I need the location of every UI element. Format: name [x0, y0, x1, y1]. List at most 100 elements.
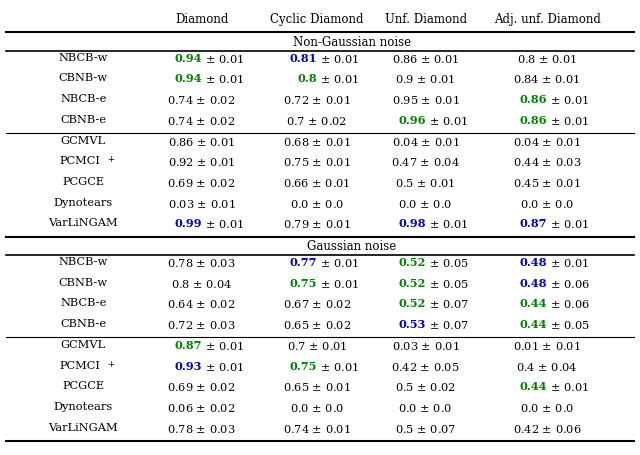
Text: 0.5 $\pm$ 0.02: 0.5 $\pm$ 0.02 — [395, 381, 456, 393]
Text: 0.0 $\pm$ 0.0: 0.0 $\pm$ 0.0 — [520, 402, 574, 414]
Text: 0.78 $\pm$ 0.03: 0.78 $\pm$ 0.03 — [167, 257, 236, 269]
Text: $\pm$ 0.01: $\pm$ 0.01 — [426, 218, 468, 230]
Text: 0.7 $\pm$ 0.01: 0.7 $\pm$ 0.01 — [287, 340, 347, 352]
Text: 0.75: 0.75 — [289, 278, 317, 289]
Text: 0.86: 0.86 — [520, 115, 547, 126]
Text: 0.93: 0.93 — [174, 361, 202, 372]
Text: 0.04 $\pm$ 0.01: 0.04 $\pm$ 0.01 — [392, 136, 460, 147]
Text: 0.45 $\pm$ 0.01: 0.45 $\pm$ 0.01 — [513, 177, 581, 189]
Text: $\pm$ 0.01: $\pm$ 0.01 — [317, 74, 359, 86]
Text: PCGCE: PCGCE — [62, 381, 104, 391]
Text: CBNB-e: CBNB-e — [60, 319, 106, 329]
Text: Cyclic Diamond: Cyclic Diamond — [270, 13, 364, 26]
Text: 0.44: 0.44 — [520, 298, 547, 309]
Text: 0.96: 0.96 — [398, 115, 426, 126]
Text: $\pm$ 0.01: $\pm$ 0.01 — [202, 53, 244, 65]
Text: 0.95 $\pm$ 0.01: 0.95 $\pm$ 0.01 — [392, 94, 460, 106]
Text: $\pm$ 0.01: $\pm$ 0.01 — [547, 94, 589, 106]
Text: NBCB-e: NBCB-e — [60, 94, 106, 104]
Text: 0.8 $\pm$ 0.01: 0.8 $\pm$ 0.01 — [517, 53, 577, 65]
Text: 0.04 $\pm$ 0.01: 0.04 $\pm$ 0.01 — [513, 136, 581, 147]
Text: 0.87: 0.87 — [174, 340, 202, 351]
Text: Diamond: Diamond — [175, 13, 228, 26]
Text: 0.9 $\pm$ 0.01: 0.9 $\pm$ 0.01 — [396, 74, 456, 86]
Text: 0.74 $\pm$ 0.01: 0.74 $\pm$ 0.01 — [283, 423, 351, 435]
Text: 0.44 $\pm$ 0.03: 0.44 $\pm$ 0.03 — [513, 157, 582, 168]
Text: 0.5 $\pm$ 0.07: 0.5 $\pm$ 0.07 — [395, 423, 456, 435]
Text: VarLiNGAM: VarLiNGAM — [49, 423, 118, 433]
Text: 0.48: 0.48 — [520, 278, 547, 289]
Text: 0.72 $\pm$ 0.03: 0.72 $\pm$ 0.03 — [167, 319, 236, 331]
Text: NBCB-w: NBCB-w — [58, 53, 108, 63]
Text: $\pm$ 0.06: $\pm$ 0.06 — [547, 278, 591, 290]
Text: 0.42 $\pm$ 0.05: 0.42 $\pm$ 0.05 — [391, 361, 460, 373]
Text: Unf. Diamond: Unf. Diamond — [385, 13, 467, 26]
Text: 0.52: 0.52 — [398, 257, 426, 268]
Text: 0.03 $\pm$ 0.01: 0.03 $\pm$ 0.01 — [168, 198, 236, 210]
Text: 0.8: 0.8 — [297, 74, 317, 85]
Text: 0.06 $\pm$ 0.02: 0.06 $\pm$ 0.02 — [168, 402, 236, 414]
Text: Adj. unf. Diamond: Adj. unf. Diamond — [494, 13, 600, 26]
Text: 0.42 $\pm$ 0.06: 0.42 $\pm$ 0.06 — [513, 423, 582, 435]
Text: CBNB-w: CBNB-w — [59, 278, 108, 288]
Text: 0.8 $\pm$ 0.04: 0.8 $\pm$ 0.04 — [171, 278, 232, 290]
Text: 0.78 $\pm$ 0.03: 0.78 $\pm$ 0.03 — [167, 423, 236, 435]
Text: 0.81: 0.81 — [289, 53, 317, 64]
Text: NBCB-e: NBCB-e — [60, 298, 106, 308]
Text: PCMCI: PCMCI — [60, 361, 100, 371]
Text: 0.66 $\pm$ 0.01: 0.66 $\pm$ 0.01 — [283, 177, 351, 189]
Text: 0.53: 0.53 — [398, 319, 426, 330]
Text: 0.75 $\pm$ 0.01: 0.75 $\pm$ 0.01 — [283, 157, 351, 168]
Text: 0.87: 0.87 — [520, 218, 547, 229]
Text: CBNB-w: CBNB-w — [59, 74, 108, 83]
Text: $\pm$ 0.01: $\pm$ 0.01 — [317, 257, 359, 269]
Text: 0.0 $\pm$ 0.0: 0.0 $\pm$ 0.0 — [290, 402, 344, 414]
Text: 0.75: 0.75 — [289, 361, 317, 372]
Text: VarLiNGAM: VarLiNGAM — [49, 218, 118, 228]
Text: NBCB-w: NBCB-w — [58, 257, 108, 267]
Text: 0.64 $\pm$ 0.02: 0.64 $\pm$ 0.02 — [168, 298, 236, 310]
Text: Dynotears: Dynotears — [54, 198, 113, 207]
Text: 0.86 $\pm$ 0.01: 0.86 $\pm$ 0.01 — [392, 53, 460, 65]
Text: $\pm$ 0.01: $\pm$ 0.01 — [547, 218, 589, 230]
Text: 0.92 $\pm$ 0.01: 0.92 $\pm$ 0.01 — [168, 157, 236, 168]
Text: Dynotears: Dynotears — [54, 402, 113, 412]
Text: 0.94: 0.94 — [174, 53, 202, 64]
Text: 0.47 $\pm$ 0.04: 0.47 $\pm$ 0.04 — [391, 157, 460, 168]
Text: 0.0 $\pm$ 0.0: 0.0 $\pm$ 0.0 — [399, 402, 452, 414]
Text: $\pm$ 0.01: $\pm$ 0.01 — [317, 278, 359, 290]
Text: 0.65 $\pm$ 0.02: 0.65 $\pm$ 0.02 — [283, 319, 351, 331]
Text: 0.01 $\pm$ 0.01: 0.01 $\pm$ 0.01 — [513, 340, 581, 352]
Text: 0.72 $\pm$ 0.01: 0.72 $\pm$ 0.01 — [283, 94, 351, 106]
Text: Non-Gaussian noise: Non-Gaussian noise — [293, 36, 411, 49]
Text: 0.99: 0.99 — [174, 218, 202, 229]
Text: 0.94: 0.94 — [174, 74, 202, 85]
Text: +: + — [108, 360, 115, 369]
Text: 0.65 $\pm$ 0.01: 0.65 $\pm$ 0.01 — [283, 381, 351, 393]
Text: $\pm$ 0.01: $\pm$ 0.01 — [426, 115, 468, 127]
Text: PCMCI: PCMCI — [60, 157, 100, 166]
Text: $\pm$ 0.01: $\pm$ 0.01 — [202, 340, 244, 352]
Text: $\pm$ 0.07: $\pm$ 0.07 — [426, 298, 469, 310]
Text: CBNB-e: CBNB-e — [60, 115, 106, 125]
Text: $\pm$ 0.07: $\pm$ 0.07 — [426, 319, 469, 331]
Text: 0.69 $\pm$ 0.02: 0.69 $\pm$ 0.02 — [168, 381, 236, 393]
Text: 0.98: 0.98 — [398, 218, 426, 229]
Text: $\pm$ 0.01: $\pm$ 0.01 — [547, 115, 589, 127]
Text: 0.7 $\pm$ 0.02: 0.7 $\pm$ 0.02 — [286, 115, 348, 127]
Text: 0.84 $\pm$ 0.01: 0.84 $\pm$ 0.01 — [513, 74, 581, 86]
Text: +: + — [108, 156, 115, 164]
Text: $\pm$ 0.01: $\pm$ 0.01 — [547, 381, 589, 393]
Text: 0.52: 0.52 — [398, 278, 426, 289]
Text: $\pm$ 0.01: $\pm$ 0.01 — [317, 53, 359, 65]
Text: Gaussian noise: Gaussian noise — [307, 240, 397, 253]
Text: 0.0 $\pm$ 0.0: 0.0 $\pm$ 0.0 — [520, 198, 574, 210]
Text: 0.44: 0.44 — [520, 319, 547, 330]
Text: 0.68 $\pm$ 0.01: 0.68 $\pm$ 0.01 — [283, 136, 351, 147]
Text: 0.5 $\pm$ 0.01: 0.5 $\pm$ 0.01 — [396, 177, 456, 189]
Text: $\pm$ 0.01: $\pm$ 0.01 — [202, 74, 244, 86]
Text: $\pm$ 0.01: $\pm$ 0.01 — [317, 361, 359, 373]
Text: 0.44: 0.44 — [520, 381, 547, 392]
Text: $\pm$ 0.01: $\pm$ 0.01 — [202, 218, 244, 230]
Text: GCMVL: GCMVL — [61, 136, 106, 146]
